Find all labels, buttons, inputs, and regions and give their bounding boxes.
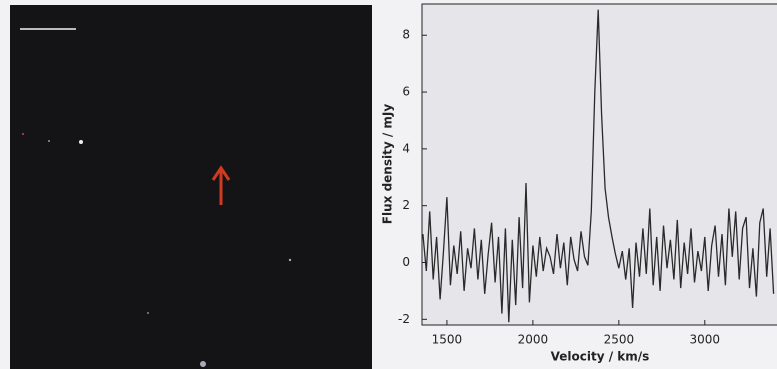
x-tick-label: 3000	[690, 333, 721, 347]
y-tick-label: 4	[402, 141, 410, 155]
y-tick-label: -2	[398, 312, 410, 326]
star	[147, 312, 149, 314]
y-tick-label: 6	[402, 85, 410, 99]
arrow	[211, 165, 231, 205]
y-tick-label: 2	[402, 198, 410, 212]
star	[200, 361, 206, 367]
x-tick-label: 1500	[432, 333, 463, 347]
spectrum-line	[422, 9, 775, 323]
star	[22, 133, 24, 135]
x-axis-label: Velocity / km/s	[551, 350, 650, 364]
star	[288, 258, 292, 262]
sky-image	[10, 5, 372, 369]
x-tick-label: 2500	[604, 333, 635, 347]
y-tick-label: 8	[402, 28, 410, 42]
y-tick-label: 0	[402, 255, 410, 269]
star	[48, 140, 50, 142]
star	[79, 140, 83, 144]
image-background	[10, 5, 372, 369]
x-tick-label: 2000	[518, 333, 549, 347]
y-axis-label: Flux density / mJy	[381, 104, 395, 225]
